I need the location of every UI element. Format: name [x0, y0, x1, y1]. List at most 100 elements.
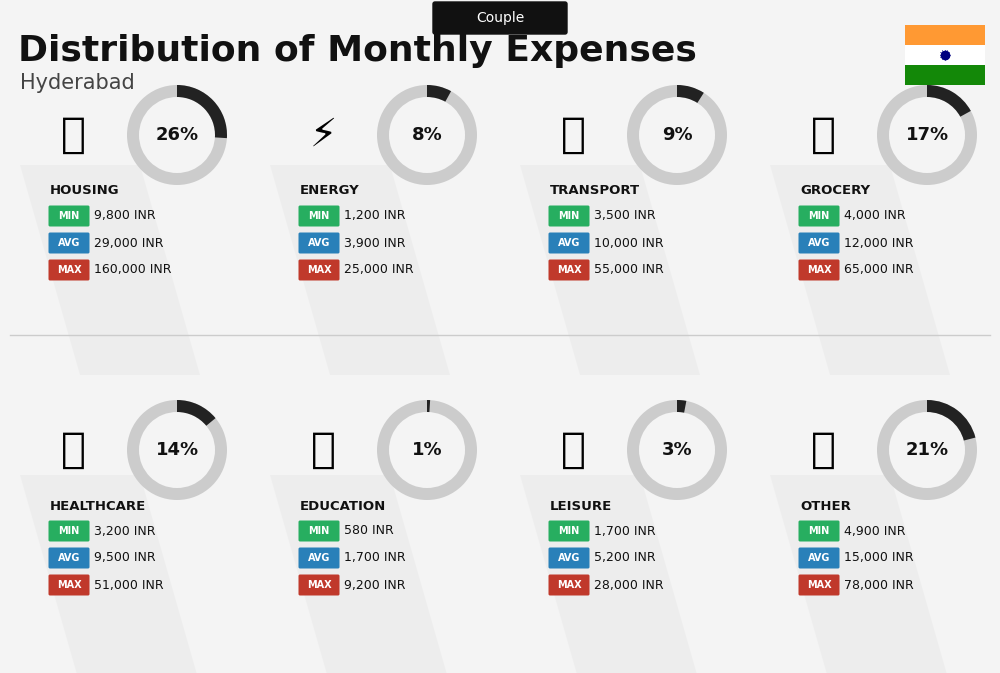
Text: AVG: AVG	[808, 238, 830, 248]
FancyBboxPatch shape	[798, 548, 840, 569]
Text: 580 INR: 580 INR	[344, 524, 394, 538]
Text: 4,900 INR: 4,900 INR	[844, 524, 906, 538]
Text: 12,000 INR: 12,000 INR	[844, 236, 914, 250]
Text: MAX: MAX	[307, 580, 331, 590]
Text: AVG: AVG	[558, 553, 580, 563]
Text: MIN: MIN	[808, 211, 830, 221]
FancyBboxPatch shape	[548, 520, 590, 542]
Text: 55,000 INR: 55,000 INR	[594, 264, 664, 277]
Text: 65,000 INR: 65,000 INR	[844, 264, 914, 277]
Text: AVG: AVG	[308, 238, 330, 248]
FancyBboxPatch shape	[298, 520, 340, 542]
Text: ⚡: ⚡	[309, 116, 337, 154]
Text: Couple: Couple	[476, 11, 524, 25]
Text: 160,000 INR: 160,000 INR	[94, 264, 172, 277]
FancyBboxPatch shape	[48, 260, 90, 281]
Text: 10,000 INR: 10,000 INR	[594, 236, 664, 250]
Text: 8%: 8%	[412, 126, 442, 144]
Text: 28,000 INR: 28,000 INR	[594, 579, 664, 592]
FancyBboxPatch shape	[48, 205, 90, 227]
Polygon shape	[770, 165, 950, 375]
Wedge shape	[927, 400, 975, 441]
FancyBboxPatch shape	[433, 2, 567, 34]
Text: 1%: 1%	[412, 441, 442, 459]
Text: 17%: 17%	[905, 126, 949, 144]
Text: 4,000 INR: 4,000 INR	[844, 209, 906, 223]
Text: MIN: MIN	[808, 526, 830, 536]
Text: 25,000 INR: 25,000 INR	[344, 264, 414, 277]
Text: 1,700 INR: 1,700 INR	[594, 524, 656, 538]
Text: ENERGY: ENERGY	[300, 184, 360, 197]
Text: MAX: MAX	[557, 580, 581, 590]
Text: OTHER: OTHER	[800, 499, 851, 513]
Text: MIN: MIN	[58, 526, 80, 536]
Text: EDUCATION: EDUCATION	[300, 499, 386, 513]
FancyBboxPatch shape	[298, 260, 340, 281]
Text: MAX: MAX	[57, 265, 81, 275]
Wedge shape	[427, 400, 430, 412]
Wedge shape	[627, 85, 727, 185]
Text: 78,000 INR: 78,000 INR	[844, 579, 914, 592]
Text: 🏢: 🏢	[60, 114, 86, 156]
Text: MIN: MIN	[558, 211, 580, 221]
FancyBboxPatch shape	[905, 65, 985, 85]
Text: HOUSING: HOUSING	[50, 184, 120, 197]
Text: MAX: MAX	[307, 265, 331, 275]
FancyBboxPatch shape	[798, 520, 840, 542]
FancyBboxPatch shape	[298, 205, 340, 227]
FancyBboxPatch shape	[48, 520, 90, 542]
Text: 1,200 INR: 1,200 INR	[344, 209, 406, 223]
Text: 3%: 3%	[662, 441, 692, 459]
FancyBboxPatch shape	[798, 205, 840, 227]
Wedge shape	[927, 85, 971, 116]
FancyBboxPatch shape	[798, 575, 840, 596]
Text: GROCERY: GROCERY	[800, 184, 870, 197]
Wedge shape	[177, 85, 227, 138]
Text: Hyderabad: Hyderabad	[20, 73, 135, 93]
Text: AVG: AVG	[308, 553, 330, 563]
Text: 🚌: 🚌	[560, 114, 586, 156]
Wedge shape	[877, 85, 977, 185]
FancyBboxPatch shape	[548, 232, 590, 254]
Text: MAX: MAX	[807, 580, 831, 590]
Text: 26%: 26%	[155, 126, 199, 144]
Text: MIN: MIN	[558, 526, 580, 536]
Polygon shape	[270, 165, 450, 375]
FancyBboxPatch shape	[48, 548, 90, 569]
Text: 3,200 INR: 3,200 INR	[94, 524, 156, 538]
Text: MIN: MIN	[58, 211, 80, 221]
Text: HEALTHCARE: HEALTHCARE	[50, 499, 146, 513]
Text: AVG: AVG	[58, 553, 80, 563]
Text: 🛒: 🛒	[810, 114, 836, 156]
Text: 15,000 INR: 15,000 INR	[844, 551, 914, 565]
Text: MIN: MIN	[308, 211, 330, 221]
Text: 51,000 INR: 51,000 INR	[94, 579, 164, 592]
Polygon shape	[770, 475, 950, 673]
Polygon shape	[20, 165, 200, 375]
Text: AVG: AVG	[58, 238, 80, 248]
Text: MAX: MAX	[807, 265, 831, 275]
Text: 21%: 21%	[905, 441, 949, 459]
Polygon shape	[520, 165, 700, 375]
Text: 14%: 14%	[155, 441, 199, 459]
Text: 🎓: 🎓	[310, 429, 336, 471]
Text: MAX: MAX	[57, 580, 81, 590]
Text: 3,900 INR: 3,900 INR	[344, 236, 406, 250]
FancyBboxPatch shape	[905, 25, 985, 45]
Text: 5,200 INR: 5,200 INR	[594, 551, 656, 565]
FancyBboxPatch shape	[48, 575, 90, 596]
Text: AVG: AVG	[558, 238, 580, 248]
Text: 1,700 INR: 1,700 INR	[344, 551, 406, 565]
Text: TRANSPORT: TRANSPORT	[550, 184, 640, 197]
FancyBboxPatch shape	[798, 232, 840, 254]
Text: AVG: AVG	[808, 553, 830, 563]
FancyBboxPatch shape	[298, 232, 340, 254]
FancyBboxPatch shape	[548, 575, 590, 596]
Text: MAX: MAX	[557, 265, 581, 275]
Wedge shape	[877, 400, 977, 500]
Wedge shape	[677, 85, 704, 103]
Polygon shape	[520, 475, 700, 673]
Text: 3,500 INR: 3,500 INR	[594, 209, 656, 223]
FancyBboxPatch shape	[48, 232, 90, 254]
Text: MIN: MIN	[308, 526, 330, 536]
